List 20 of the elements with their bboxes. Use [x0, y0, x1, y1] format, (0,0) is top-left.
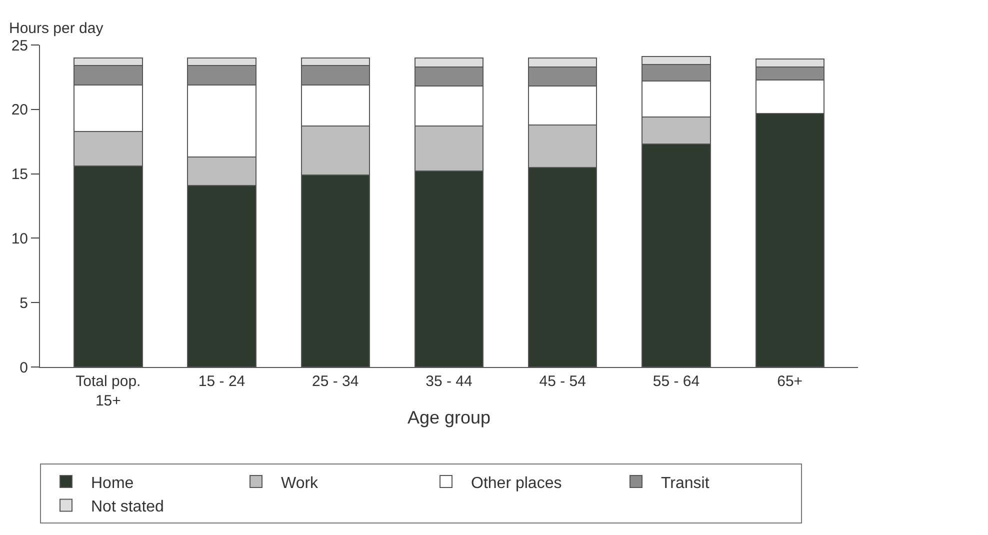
- y-tick-label: 5: [20, 294, 28, 312]
- y-tick-label: 25: [11, 37, 28, 54]
- legend-label: Home: [91, 474, 134, 492]
- legend-label: Not stated: [91, 498, 164, 516]
- x-tick-label: 65+: [777, 373, 803, 390]
- x-tick-label: 35 - 44: [426, 373, 472, 390]
- y-tick-label: 15: [11, 166, 28, 184]
- y-axis-title: Hours per day: [9, 20, 104, 37]
- x-tick-label: 45 - 54: [539, 373, 586, 390]
- legend-label: Transit: [661, 474, 710, 492]
- x-tick-label: 15 - 24: [198, 373, 246, 390]
- x-tick-label: 55 - 64: [652, 373, 700, 390]
- legend-label: Other places: [471, 474, 562, 492]
- y-tick-label: 20: [11, 102, 28, 119]
- y-tick-label: 0: [20, 359, 28, 376]
- legend-label: Work: [281, 474, 320, 492]
- y-tick-label: 10: [11, 230, 28, 248]
- x-tick-label: 25 - 34: [312, 373, 359, 390]
- x-tick-label: Total pop. 15+: [76, 373, 141, 410]
- x-axis-title: Age group: [407, 408, 491, 428]
